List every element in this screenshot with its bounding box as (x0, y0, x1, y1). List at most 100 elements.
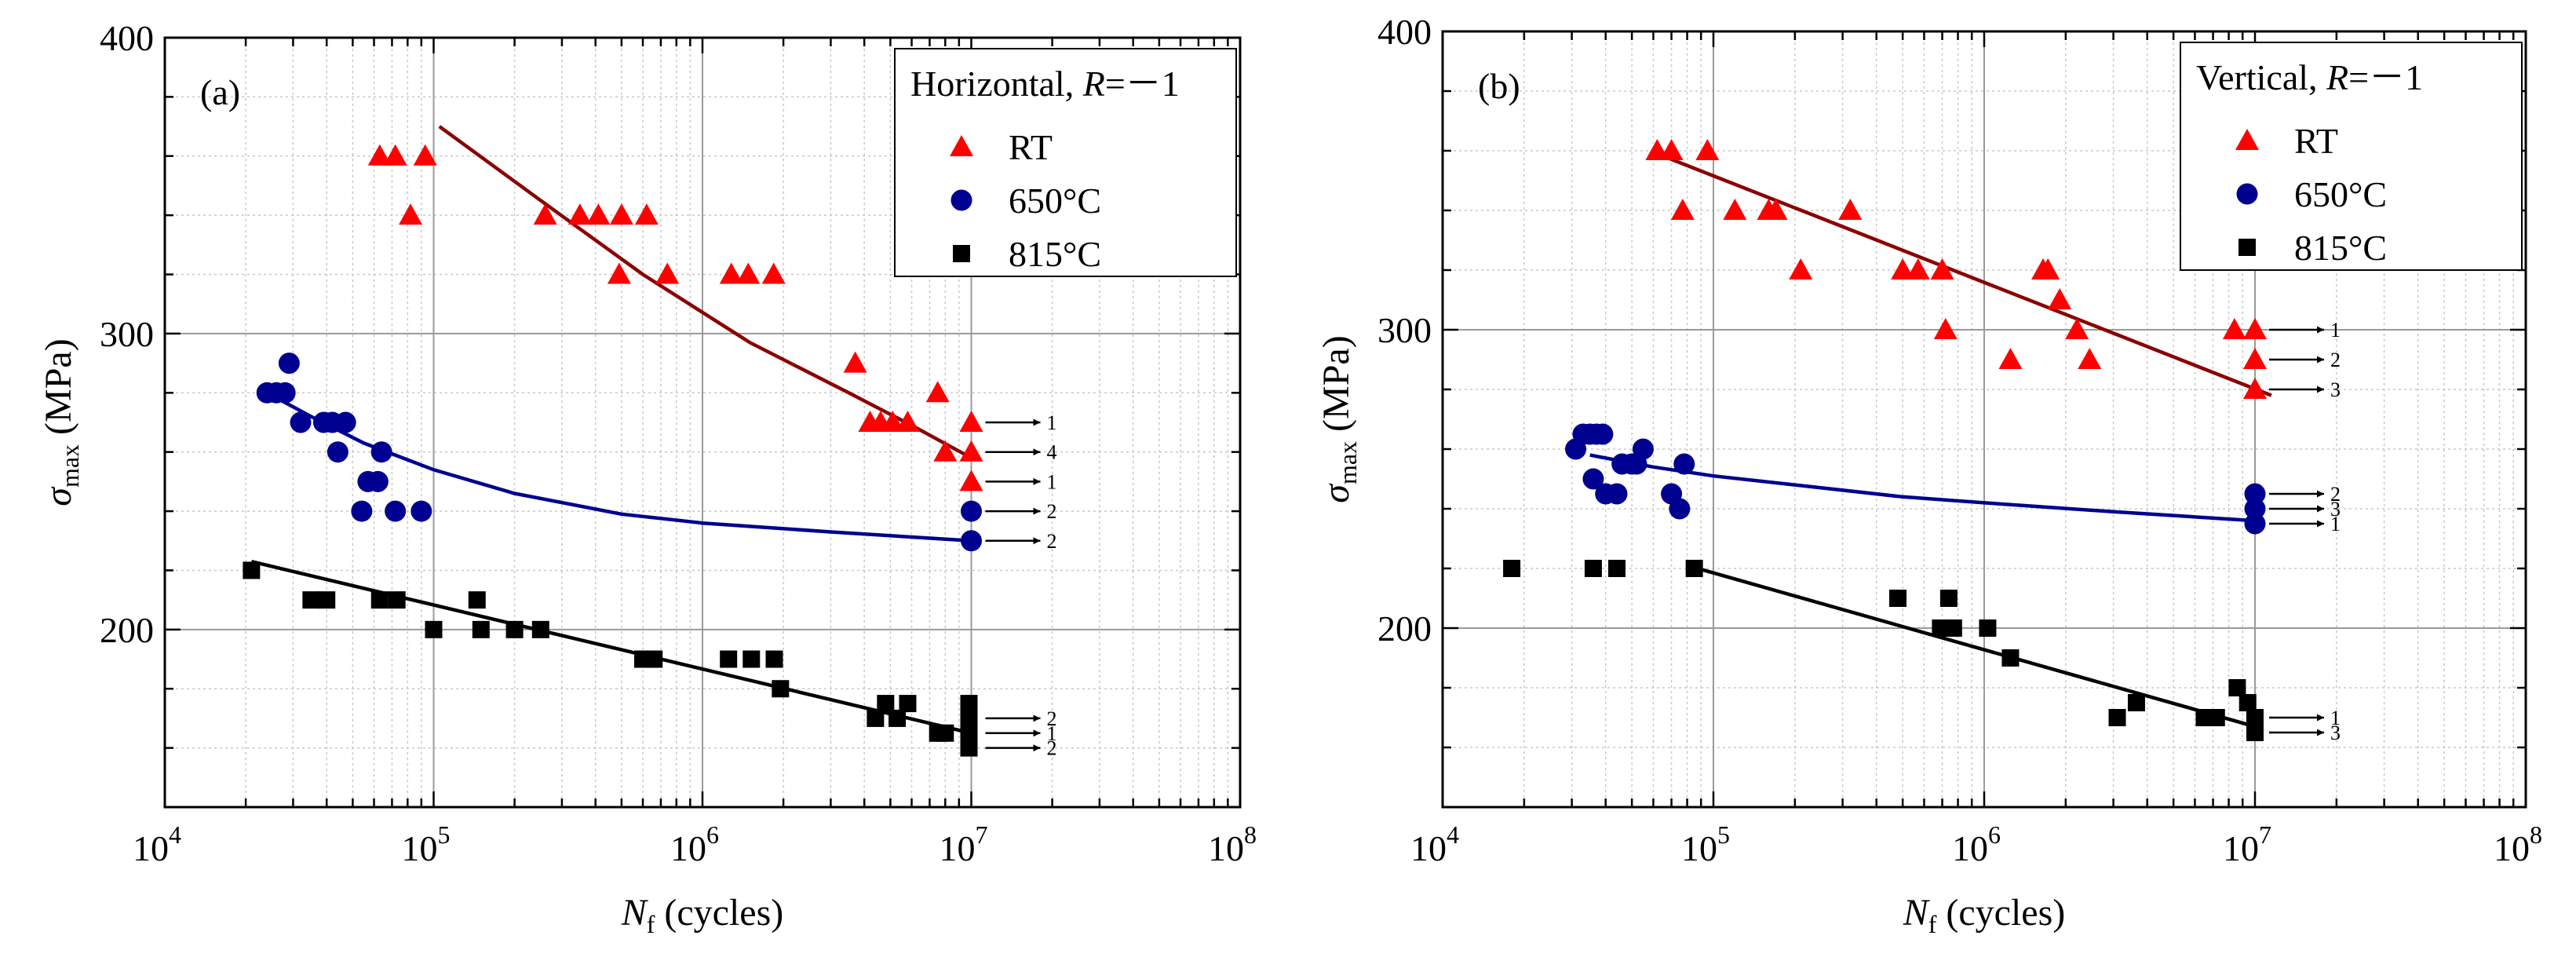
legend: Horizontal, R=－1 RT 650°C 815°C (894, 48, 1237, 277)
panel-label: (a) (200, 72, 240, 112)
data-point (367, 144, 392, 166)
x-axis-label-rest: (cycles) (655, 892, 783, 934)
data-point (370, 591, 389, 609)
data-point (425, 620, 443, 638)
x-tick-label-exponent: 7 (976, 820, 988, 849)
data-point (1891, 258, 1915, 280)
legend-title-text: Vertical, (2196, 57, 2326, 97)
data-point (383, 144, 407, 166)
y-axis-label-sub: max (1334, 441, 1362, 484)
data-point (1669, 498, 1691, 520)
legend-title-var: R (2326, 57, 2348, 97)
data-point (1584, 560, 1602, 577)
series-square: 13 (1503, 560, 2341, 744)
runout-label: 3 (2330, 498, 2341, 521)
data-point (2048, 288, 2072, 309)
fit-line (266, 391, 972, 543)
data-point (1998, 348, 2023, 369)
data-point (2078, 348, 2102, 369)
data-point (1933, 318, 1958, 339)
y-axis-label: σmax (MPa) (1315, 335, 1362, 502)
legend-box (2180, 42, 2523, 271)
data-point (2246, 724, 2264, 741)
y-axis-label-var: σ (38, 486, 79, 506)
y-tick-label: 200 (100, 610, 154, 650)
data-point (2243, 318, 2267, 339)
data-point (410, 500, 432, 522)
runout-label: 1 (2330, 513, 2341, 535)
x-tick-label: 105 (1681, 820, 1730, 868)
x-tick-label-base: 10 (670, 828, 706, 868)
data-point (2222, 318, 2246, 339)
fit-line (1686, 564, 2256, 729)
x-tick-label-exponent: 5 (1717, 820, 1730, 849)
data-point (367, 470, 389, 492)
data-point (1838, 199, 1863, 220)
legend-marker (950, 135, 973, 156)
x-axis-label: Nf (cycles) (621, 892, 784, 938)
legend-marker (2236, 183, 2258, 205)
plot-frame (1441, 30, 2527, 809)
y-tick-label: 400 (1377, 12, 1432, 52)
data-point (961, 530, 982, 552)
data-point (1906, 258, 1930, 280)
data-point (936, 724, 954, 742)
runout-label: 4 (1047, 441, 1057, 464)
data-point (567, 203, 592, 225)
data-point (1944, 619, 1962, 637)
data-point (2036, 258, 2060, 280)
runout-label: 2 (1047, 530, 1057, 553)
legend-entry: RT (2235, 121, 2338, 161)
data-point (1930, 258, 1954, 280)
data-point (888, 709, 907, 727)
y-axis-label-rest: (MPa) (38, 338, 79, 444)
data-point (274, 382, 296, 404)
data-point (960, 739, 978, 757)
data-point (2238, 694, 2257, 711)
x-axis-label-sub: f (1928, 910, 1937, 938)
series-circle: 231 (1565, 423, 2341, 535)
data-point (634, 203, 659, 225)
data-point (896, 411, 920, 432)
data-point (655, 262, 680, 284)
legend-entry: RT (950, 127, 1053, 167)
data-point (959, 440, 983, 462)
x-tick-label-base: 10 (2494, 828, 2530, 868)
data-point (2065, 318, 2089, 339)
legend-title: Vertical, R=－1 (2196, 57, 2423, 97)
data-point (1789, 258, 1813, 280)
data-point (960, 695, 978, 713)
axis-ticks (163, 36, 1242, 809)
data-point (720, 650, 738, 668)
legend-entry: 650°C (950, 181, 1101, 221)
data-point (899, 695, 917, 713)
x-tick-label-exponent: 6 (1988, 820, 2001, 849)
data-point (413, 144, 437, 166)
data-point (388, 591, 406, 609)
runout-label: 2 (2330, 483, 2341, 506)
x-axis-label: Nf (cycles) (1903, 892, 2066, 938)
data-point (505, 620, 524, 638)
x-tick-label-exponent: 7 (2259, 820, 2271, 849)
y-axis-label: σmax (MPa) (38, 338, 84, 506)
data-point (925, 381, 950, 403)
data-point (881, 411, 905, 432)
data-point (351, 500, 373, 522)
x-axis-label-var: N (1903, 892, 1931, 934)
x-tick-label-base: 10 (940, 828, 976, 868)
runout-label: 3 (2330, 378, 2341, 401)
x-tick-label-exponent: 5 (438, 820, 451, 849)
data-point (586, 203, 611, 225)
x-tick-label-base: 10 (2223, 828, 2259, 868)
data-point (2244, 483, 2266, 505)
legend-label: 815°C (2294, 228, 2387, 268)
runout-label: 2 (1047, 707, 1057, 730)
data-point (385, 500, 407, 522)
legend-label: 650°C (2294, 174, 2387, 214)
x-axis-label-sub: f (647, 910, 655, 938)
fit-line (250, 560, 972, 735)
x-axis-label-var: N (621, 892, 649, 934)
y-tick-label: 300 (1377, 310, 1432, 350)
y-axis-label-sub: max (56, 444, 84, 488)
